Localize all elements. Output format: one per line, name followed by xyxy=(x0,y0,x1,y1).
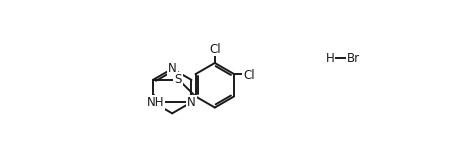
Text: NH: NH xyxy=(146,96,164,109)
Text: N: N xyxy=(168,62,176,75)
Text: S: S xyxy=(174,73,182,86)
Text: N: N xyxy=(187,96,196,109)
Text: H: H xyxy=(326,52,335,65)
Text: Br: Br xyxy=(347,52,360,65)
Text: Cl: Cl xyxy=(243,69,255,82)
Text: Cl: Cl xyxy=(209,42,220,55)
